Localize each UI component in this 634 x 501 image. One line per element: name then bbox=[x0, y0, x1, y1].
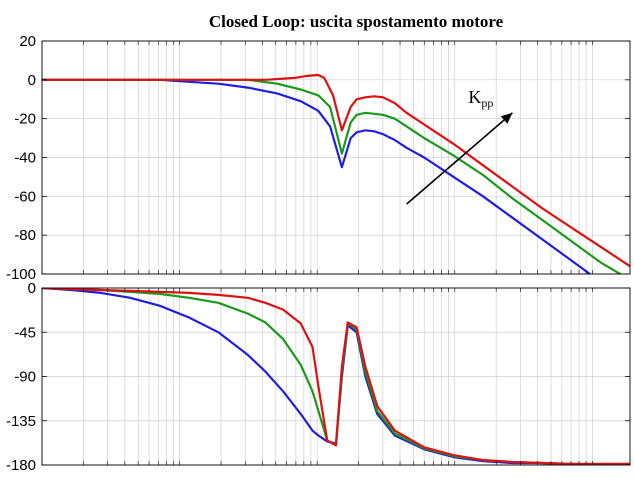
y-tick-label: -180 bbox=[6, 457, 36, 474]
kpp-label-main: K bbox=[468, 87, 481, 107]
series-line bbox=[42, 78, 592, 274]
series-line bbox=[42, 78, 623, 274]
series-line bbox=[42, 73, 630, 268]
y-tick-label: 0 bbox=[28, 72, 36, 89]
kpp-label: Kpp bbox=[468, 87, 493, 110]
y-tick-label: -90 bbox=[14, 369, 36, 386]
y-tick-label: -60 bbox=[14, 188, 36, 205]
y-tick-label: -80 bbox=[14, 227, 36, 244]
phase-plot: 0 -45 -90 -135 -180 bbox=[6, 280, 631, 474]
y-tick-label: -45 bbox=[14, 324, 36, 341]
y-tick-label: 20 bbox=[19, 33, 36, 50]
magnitude-plot: 20 0 -20 -40 -60 -80 -100 Kpp bbox=[6, 33, 631, 283]
y-tick-label: 0 bbox=[28, 280, 36, 297]
kpp-label-subscript: pp bbox=[481, 96, 493, 110]
y-tick-label: -100 bbox=[6, 266, 36, 283]
y-tick-label: -135 bbox=[6, 413, 36, 430]
kpp-arrow-line bbox=[406, 112, 513, 205]
kpp-arrow-head bbox=[500, 112, 513, 124]
y-tick-label: -20 bbox=[14, 111, 36, 128]
chart-title: Closed Loop: uscita spostamento motore bbox=[209, 12, 504, 31]
series-line bbox=[42, 288, 630, 465]
y-tick-label: -40 bbox=[14, 150, 36, 167]
